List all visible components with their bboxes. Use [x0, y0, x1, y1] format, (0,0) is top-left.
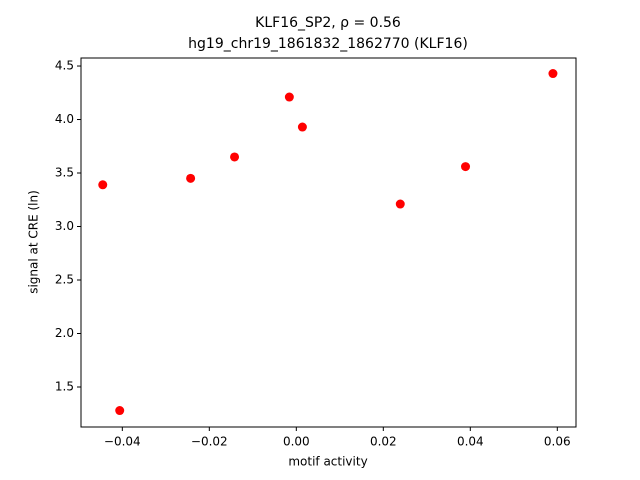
point: [186, 173, 196, 183]
y-tick-label: 2.5: [55, 272, 74, 286]
x-tick-label: −0.02: [191, 435, 228, 449]
x-tick-label: 0.00: [283, 435, 310, 449]
point: [297, 122, 307, 132]
plot-frame: [80, 57, 577, 428]
y-axis-label: signal at CRE (ln): [27, 190, 41, 294]
y-tick-label: 3.0: [55, 219, 74, 233]
point: [548, 69, 558, 79]
y-tick-label: 4.0: [55, 112, 74, 126]
x-axis-label: motif activity: [288, 455, 367, 469]
chart-title: KLF16_SP2, ρ = 0.56: [255, 15, 401, 31]
y-tick-label: 3.5: [55, 166, 74, 180]
point: [98, 180, 108, 190]
point: [230, 152, 240, 162]
x-tick-label: 0.02: [370, 435, 397, 449]
point: [284, 92, 294, 102]
point: [461, 162, 471, 172]
y-tick-label: 1.5: [55, 379, 74, 393]
x-tick-label: 0.06: [544, 435, 571, 449]
point: [395, 199, 405, 209]
y-tick-label: 2.0: [55, 326, 74, 340]
x-tick-label: −0.04: [104, 435, 141, 449]
chart-subtitle: hg19_chr19_1861832_1862770 (KLF16): [188, 36, 468, 52]
y-tick-label: 4.5: [55, 59, 74, 73]
x-tick-label: 0.04: [457, 435, 484, 449]
point: [115, 406, 125, 416]
